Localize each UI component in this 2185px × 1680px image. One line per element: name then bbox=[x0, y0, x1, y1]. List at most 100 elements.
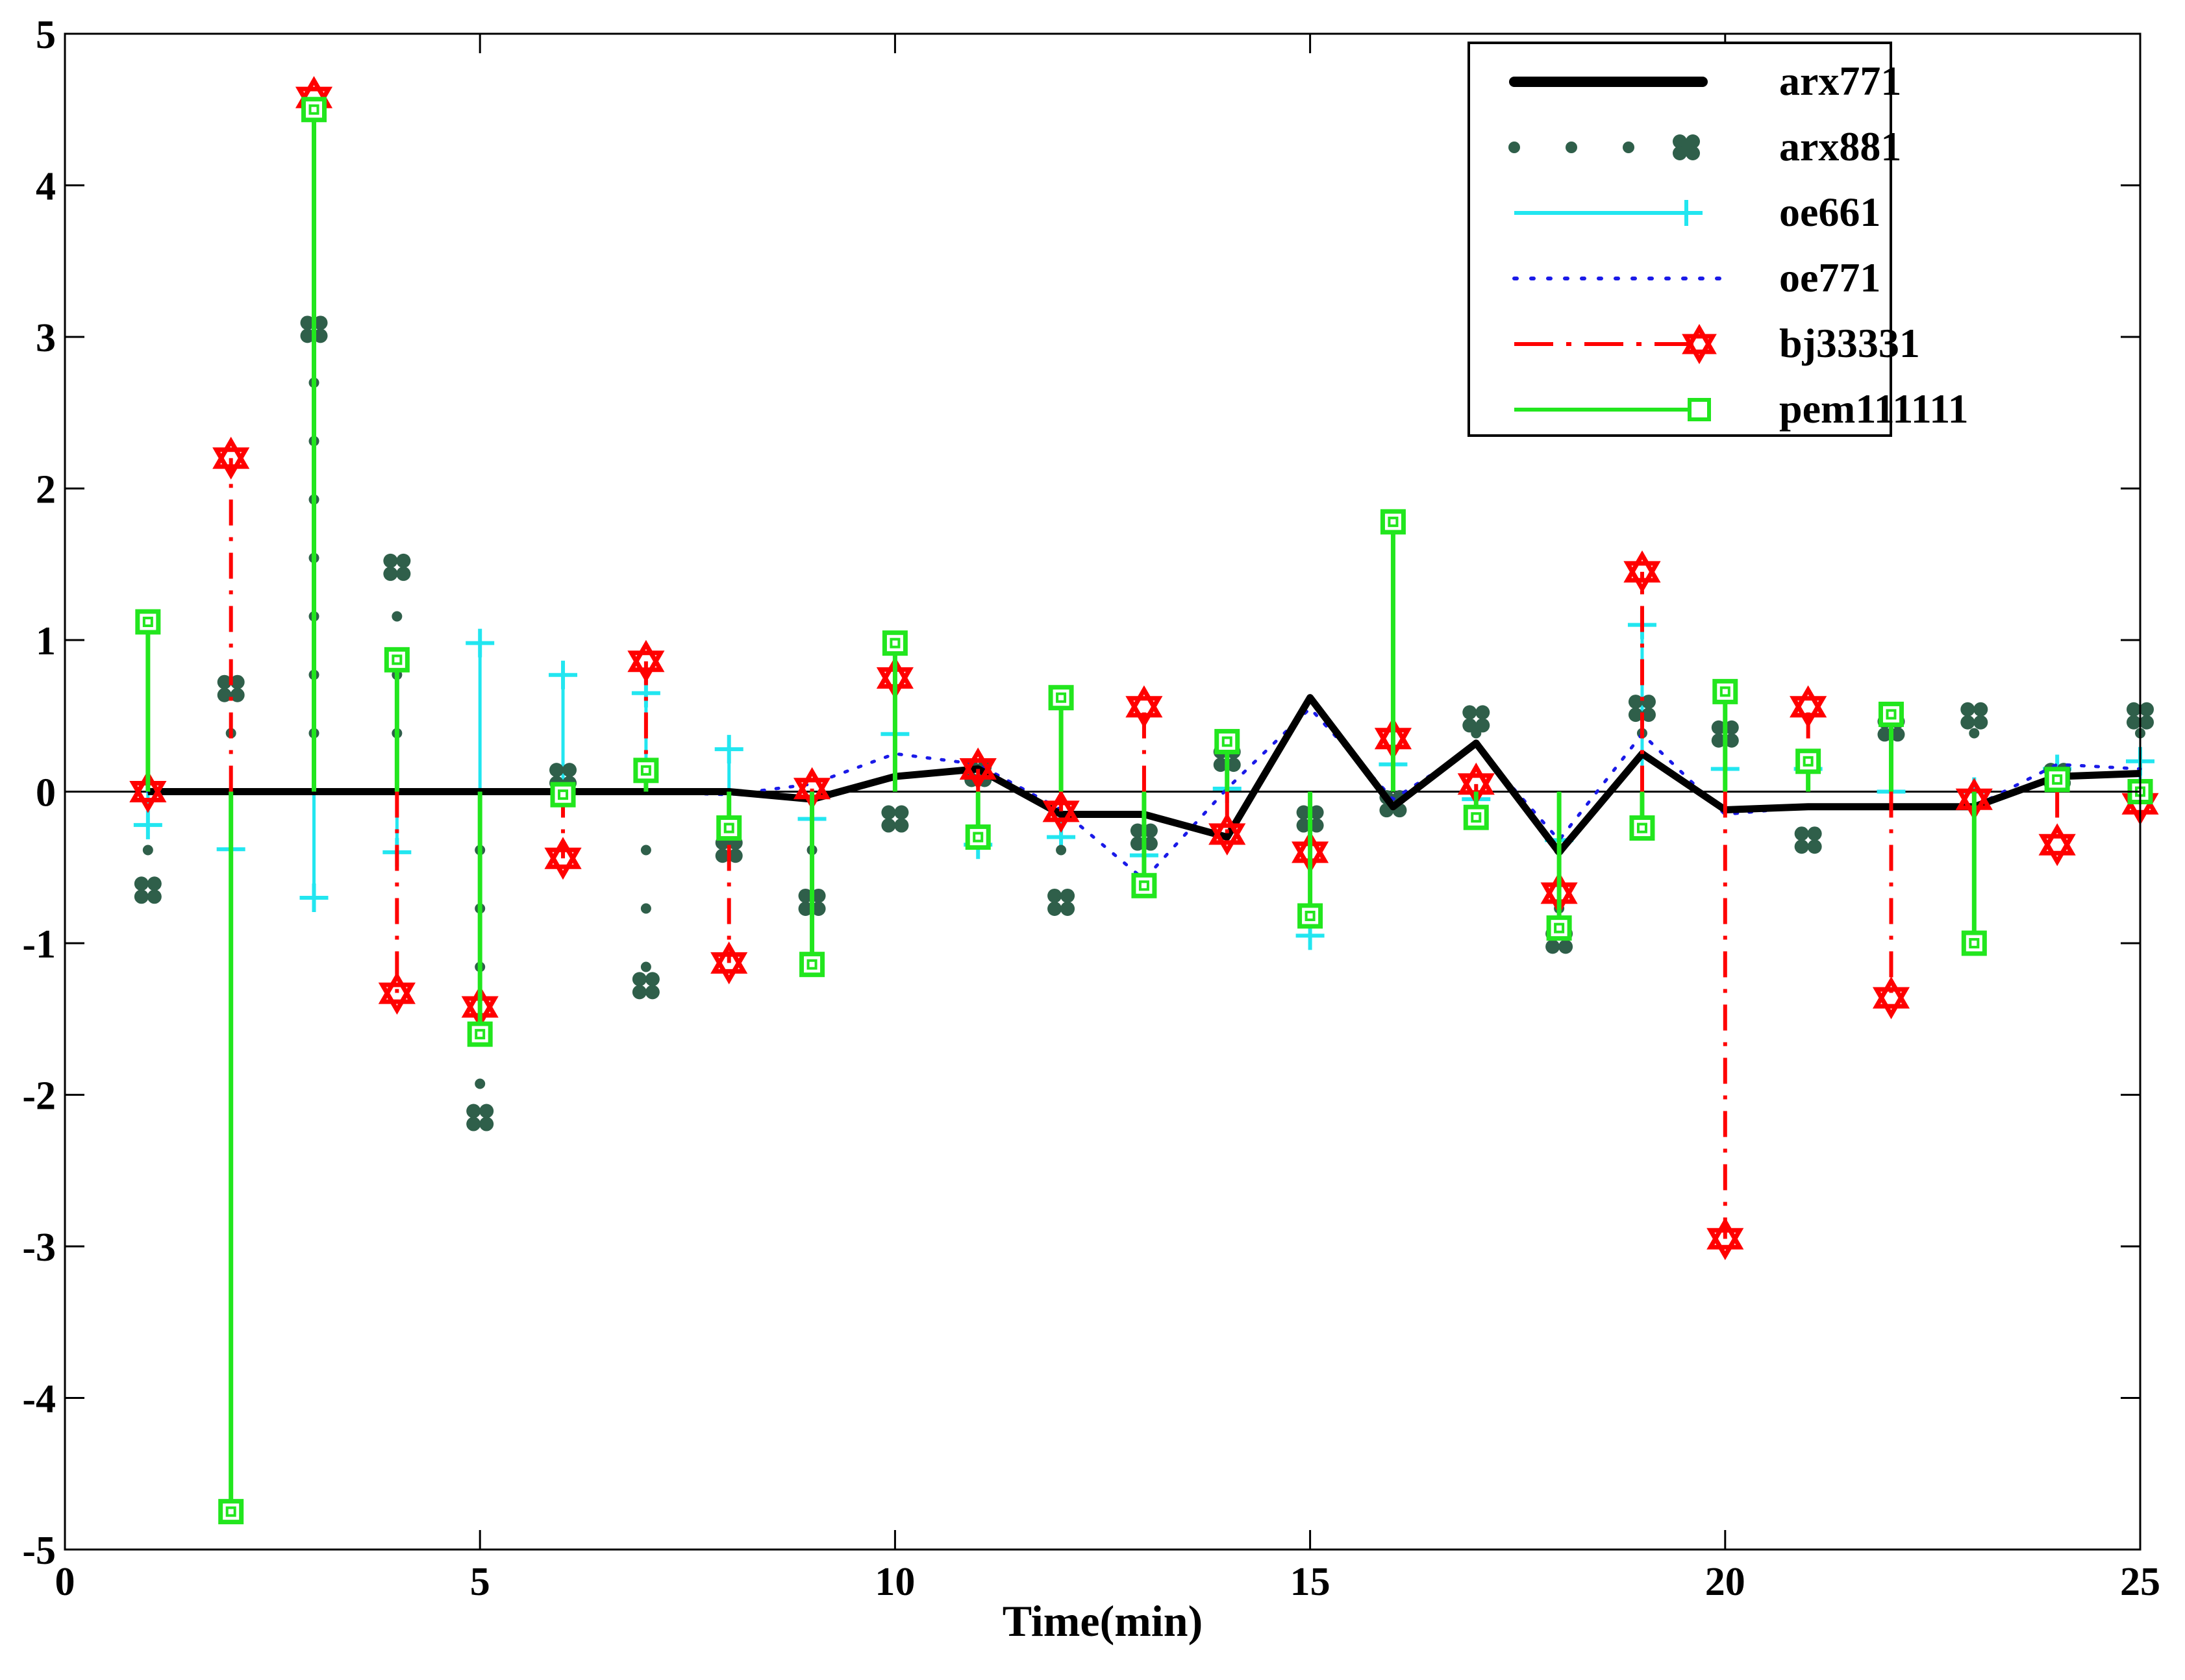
arx881-marker-dot bbox=[2127, 715, 2141, 730]
star-triangle-up bbox=[1623, 550, 1661, 583]
pem111111-marker-inner bbox=[1305, 910, 1316, 921]
arx881-marker-dot bbox=[396, 566, 411, 581]
arx881-stem-dot bbox=[640, 903, 651, 914]
arx881-marker-dot bbox=[1060, 901, 1075, 916]
arx881-marker-dot bbox=[1960, 702, 1975, 717]
x-tick-label: 15 bbox=[1290, 1560, 1330, 1604]
x-tick-label: 0 bbox=[55, 1560, 75, 1604]
bj33331-marker bbox=[1208, 812, 1246, 856]
y-tick-label: 0 bbox=[36, 771, 56, 815]
star-triangle-down bbox=[544, 847, 582, 880]
y-tick-label: 1 bbox=[36, 619, 56, 663]
arx881-marker-dot bbox=[2140, 715, 2154, 730]
y-tick-label: -2 bbox=[22, 1074, 56, 1118]
arx881-marker-dot bbox=[134, 876, 149, 891]
pem111111-marker-inner bbox=[723, 822, 734, 834]
bj33331-marker bbox=[378, 972, 416, 1015]
legend-swatch-marker bbox=[1673, 146, 1687, 160]
y-tick-label: -5 bbox=[22, 1529, 56, 1573]
y-tick-label: -4 bbox=[22, 1377, 56, 1422]
arx881-marker-dot bbox=[383, 566, 398, 581]
legend-swatch-dot bbox=[1623, 142, 1634, 153]
arx881-marker-dot bbox=[1475, 718, 1490, 733]
arx881-marker-dot bbox=[396, 553, 411, 568]
arx881-stem-dot bbox=[640, 961, 651, 972]
pem111111-marker-inner bbox=[640, 765, 651, 776]
y-tick-label: -1 bbox=[22, 922, 56, 967]
arx881-marker-dot bbox=[894, 805, 909, 820]
arx881-marker-dot bbox=[632, 985, 647, 1000]
arx881-marker-dot bbox=[383, 553, 398, 568]
y-tick-label: -3 bbox=[22, 1226, 56, 1270]
arx881-marker-dot bbox=[1794, 826, 1809, 841]
arx881-marker-dot bbox=[881, 805, 896, 820]
x-tick-label: 10 bbox=[875, 1560, 915, 1604]
legend-swatch-marker bbox=[1682, 324, 1717, 364]
pem111111-marker-inner bbox=[392, 654, 403, 665]
axis-ticks: 0 5 10 15 20 25 -5 -4 -3 -2 -1 0 1 2 3 4 5 bbox=[22, 13, 2160, 1604]
arx881-marker-dot bbox=[479, 1117, 494, 1131]
star-triangle-down bbox=[1790, 696, 1827, 728]
y-tick-label: 2 bbox=[36, 468, 56, 512]
legend-swatch-marker bbox=[1686, 134, 1700, 149]
star-triangle-down bbox=[2038, 834, 2076, 867]
arx881-marker-dot bbox=[1130, 823, 1145, 838]
star-triangle-down bbox=[1955, 788, 1993, 821]
pem111111-marker-outer bbox=[633, 758, 659, 784]
pem111111-marker-outer bbox=[218, 1499, 244, 1525]
star-triangle-up bbox=[1042, 789, 1080, 822]
star-triangle-up bbox=[378, 972, 416, 1004]
arx881-marker-dot bbox=[562, 763, 577, 778]
arx881-marker-dot bbox=[549, 763, 564, 778]
bj33331-marker bbox=[2038, 823, 2076, 867]
star-triangle-down bbox=[1872, 987, 1910, 1020]
star-triangle-down bbox=[1042, 800, 1080, 833]
legend-swatch-dot bbox=[1566, 142, 1577, 153]
arx881-marker-dot bbox=[1711, 720, 1726, 735]
pem111111-marker-outer bbox=[1048, 685, 1074, 711]
pem111111-marker-outer bbox=[1878, 701, 1904, 727]
legend: arx771 arx881 oe661 oe771 bj33331 pem111111 bbox=[1467, 42, 1969, 437]
arx881-stem-dot bbox=[640, 845, 651, 856]
pem111111-marker-inner bbox=[2052, 774, 2063, 785]
bj33331-marker bbox=[1042, 789, 1080, 833]
legend-swatch-marker bbox=[1688, 398, 1711, 421]
pem111111-marker-inner bbox=[1138, 880, 1149, 891]
star-triangle-up bbox=[1125, 685, 1163, 718]
arx881-marker-dot bbox=[1641, 695, 1656, 710]
x-tick-label: 5 bbox=[470, 1560, 490, 1604]
arx881-stem-dot bbox=[475, 1078, 486, 1089]
star-triangle-up bbox=[1872, 976, 1910, 1009]
bj33331-marker bbox=[544, 837, 582, 880]
star-triangle-down bbox=[627, 650, 665, 683]
arx881-marker-dot bbox=[1877, 727, 1892, 742]
arx881-marker-dot bbox=[1973, 702, 1988, 717]
arx881-marker-dot bbox=[1807, 826, 1822, 841]
legend-label: oe771 bbox=[1779, 254, 1880, 301]
star-triangle-up bbox=[959, 747, 997, 780]
legend-swatch-marker bbox=[1673, 200, 1699, 226]
arx881-marker-dot bbox=[1130, 836, 1145, 851]
arx881-marker-dot bbox=[1047, 888, 1062, 903]
star-triangle-up bbox=[2038, 823, 2076, 856]
pem111111-marker-inner bbox=[558, 789, 569, 800]
arx881-marker-dot bbox=[300, 328, 315, 343]
arx881-marker-dot bbox=[1462, 718, 1477, 733]
legend-item-oe661: oe661 bbox=[1514, 189, 1880, 235]
arx881-marker-dot bbox=[811, 888, 826, 903]
arx881-marker-dot bbox=[1628, 708, 1643, 723]
oe661-marker bbox=[299, 883, 329, 912]
star-triangle-down bbox=[1457, 773, 1495, 806]
bj33331-marker bbox=[1706, 1217, 1744, 1261]
star-triangle-down bbox=[1208, 823, 1246, 856]
arx881-marker-dot bbox=[1213, 758, 1228, 772]
arx881-marker-dot bbox=[1296, 818, 1311, 833]
bj33331-marker bbox=[1872, 976, 1910, 1020]
oe661-marker bbox=[714, 735, 743, 764]
star-triangle-down bbox=[1682, 334, 1717, 364]
star-triangle-down bbox=[378, 982, 416, 1015]
pem111111-marker-inner bbox=[225, 1506, 236, 1517]
star-triangle-up bbox=[129, 770, 167, 802]
oe661-marker bbox=[133, 810, 162, 839]
star-triangle-down bbox=[212, 447, 250, 480]
